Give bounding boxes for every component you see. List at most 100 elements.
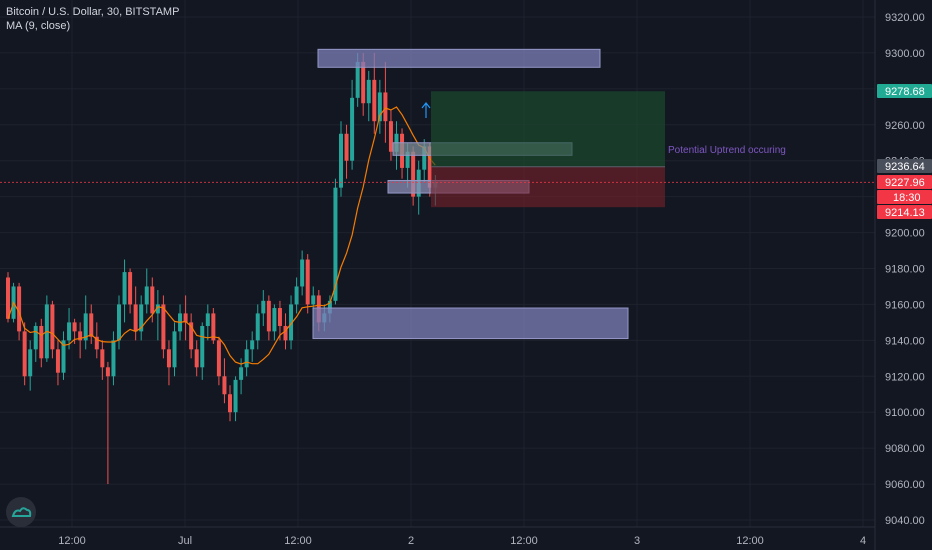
candle-body: [289, 304, 294, 341]
candle-body: [211, 313, 216, 341]
candle-body: [78, 331, 83, 341]
candle-body: [350, 97, 355, 161]
candle-body: [161, 304, 166, 350]
candle-body: [33, 325, 38, 350]
candle-body: [89, 313, 94, 337]
candle-body: [411, 151, 416, 197]
candle-body: [189, 322, 194, 350]
candle-body: [361, 61, 366, 104]
candle-body: [294, 286, 299, 305]
x-tick-label: 12:00: [510, 535, 538, 547]
candle-body: [117, 304, 121, 341]
candle-body: [427, 146, 432, 188]
candle-body: [200, 325, 205, 368]
candle-body: [155, 304, 160, 314]
y-tick-label: 9260.00: [885, 120, 925, 132]
candle-body: [366, 79, 371, 104]
candle-body: [388, 121, 393, 152]
candle-body: [39, 325, 44, 359]
candle-body: [216, 340, 221, 377]
price-tag-label: 9227.96: [885, 177, 925, 189]
candle-body: [105, 367, 110, 377]
candle-body: [272, 308, 277, 332]
candle-body: [344, 133, 349, 161]
candle-body: [327, 300, 332, 314]
candle-body: [311, 295, 316, 305]
y-tick-label: 9140.00: [885, 335, 925, 347]
candle-body: [139, 304, 144, 332]
candle-body: [383, 92, 388, 122]
price-tag: [877, 159, 932, 173]
candle-body: [194, 349, 199, 368]
tradingview-logo-icon: [6, 497, 36, 527]
price-tag: [877, 190, 932, 204]
y-tick-label: 9160.00: [885, 299, 925, 311]
candle-body: [61, 340, 66, 373]
candle-body: [67, 322, 72, 341]
candle-body: [244, 349, 249, 368]
x-tick-label: 12:00: [284, 535, 312, 547]
zone-support-zone: [312, 307, 629, 340]
y-tick-label: 9200.00: [885, 228, 925, 240]
candle-body: [100, 349, 105, 368]
symbol-title: Bitcoin / U.S. Dollar, 30, BITSTAMP: [6, 6, 180, 18]
position-profit-zone: [431, 91, 665, 167]
price-tag-label: 9214.13: [885, 207, 925, 219]
y-tick-label: 9300.00: [885, 48, 925, 60]
price-tag: [877, 175, 932, 189]
y-tick-label: 9060.00: [885, 479, 925, 491]
candle-body: [22, 331, 27, 377]
x-tick-label: 12:00: [58, 535, 86, 547]
annotation-text: Potential Uptrend occuring: [668, 145, 786, 156]
y-tick-label: 9040.00: [885, 515, 925, 527]
position-loss-zone: [431, 166, 665, 208]
zone-resistance-zone: [317, 48, 601, 68]
y-tick-label: 9320.00: [885, 12, 925, 24]
candle-body: [233, 379, 238, 413]
y-tick-label: 9180.00: [885, 264, 925, 276]
chart-legend: Bitcoin / U.S. Dollar, 30, BITSTAMP MA (…: [6, 5, 179, 33]
candle-body: [133, 304, 138, 332]
candle-body: [339, 133, 343, 188]
y-tick-label: 9100.00: [885, 407, 925, 419]
candle-body: [300, 259, 305, 287]
candle-body: [55, 349, 60, 373]
candle-body: [355, 61, 360, 98]
candle-body: [111, 340, 116, 377]
x-tick-label: Jul: [178, 535, 192, 547]
candle-body: [305, 259, 310, 305]
candle-body: [128, 272, 133, 305]
price-tag-label: 9278.68: [885, 86, 925, 98]
candle-body: [266, 300, 271, 332]
candle-body: [283, 325, 288, 341]
candle-body: [172, 331, 177, 368]
candle-body: [372, 79, 377, 122]
x-tick-label: 4: [860, 535, 866, 547]
candle-body: [222, 376, 227, 395]
up-arrow-icon: [421, 102, 431, 118]
candle-body: [72, 322, 77, 332]
candle-body: [228, 394, 232, 413]
candle-body: [250, 340, 255, 350]
candle-body: [422, 146, 427, 170]
candle-body: [50, 304, 55, 350]
candle-body: [183, 313, 188, 323]
price-tag-label: 9236.64: [885, 161, 925, 173]
price-tag-label: 18:30: [893, 192, 921, 204]
candle-body: [28, 349, 33, 377]
candle-body: [122, 272, 127, 305]
indicator-label: MA (9, close): [6, 20, 71, 32]
candle-body: [277, 308, 282, 326]
x-tick-label: 3: [634, 535, 640, 547]
price-tag: [877, 84, 932, 98]
price-tag: [877, 205, 932, 219]
candle-body: [333, 187, 338, 301]
candle-body: [239, 367, 244, 380]
candle-body: [255, 313, 260, 341]
candle-body: [377, 92, 382, 122]
y-tick-label: 9120.00: [885, 371, 925, 383]
x-tick-label: 2: [408, 535, 414, 547]
x-tick-label: 12:00: [736, 535, 764, 547]
